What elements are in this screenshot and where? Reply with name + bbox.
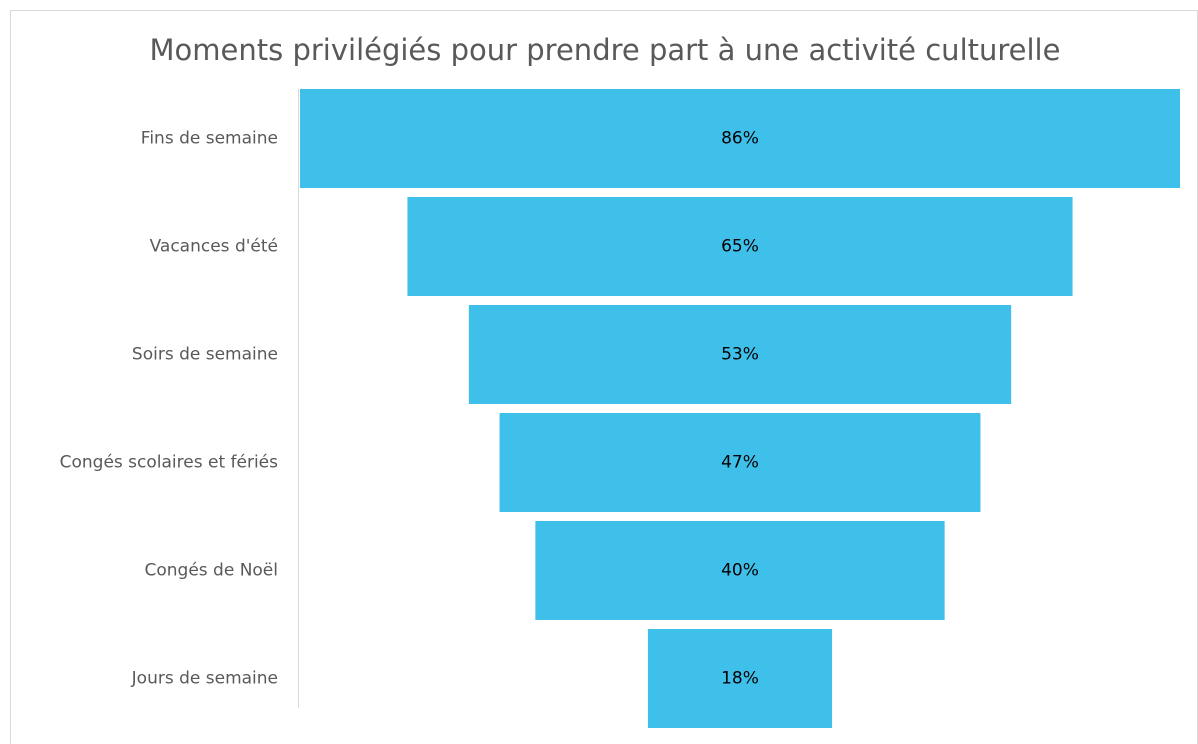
bar [499, 413, 981, 512]
data-label: 40% [721, 561, 759, 581]
category-label: Congés scolaires et fériés [60, 453, 279, 473]
category-label: Jours de semaine [131, 669, 278, 689]
bar [647, 629, 833, 728]
data-label: 18% [721, 669, 759, 689]
category-label: Soirs de semaine [132, 345, 278, 365]
bar [300, 89, 1180, 188]
data-label: 47% [721, 453, 759, 473]
category-label: Congés de Noël [144, 561, 278, 581]
data-label: 53% [721, 345, 759, 365]
category-label: Vacances d'été [150, 237, 278, 257]
data-label: 65% [721, 237, 759, 257]
bar [535, 521, 945, 620]
data-label: 86% [721, 129, 759, 149]
bar [407, 197, 1073, 296]
bar [468, 305, 1012, 404]
chart-title: Moments privilégiés pour prendre part à … [150, 33, 1061, 67]
category-label: Fins de semaine [141, 129, 278, 149]
